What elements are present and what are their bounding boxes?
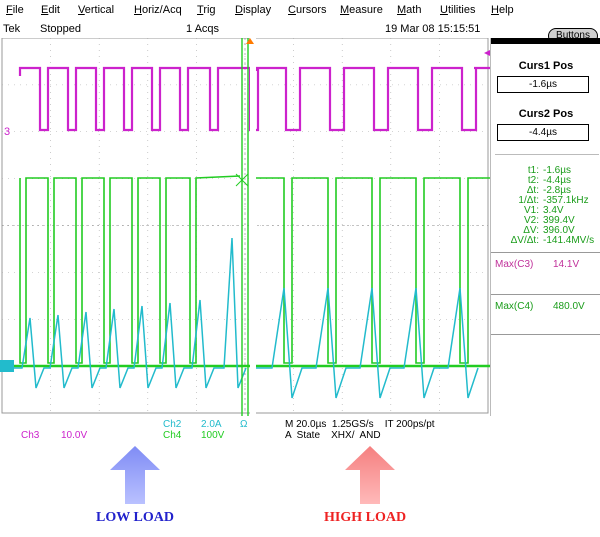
timestamp: 19 Mar 08 15:15:51 [385, 23, 481, 35]
ch4-scale: 100V [201, 430, 225, 441]
ch3-scale: 10.0V [61, 430, 88, 441]
ch2-label: Ch2 [163, 419, 182, 430]
panel-divider [491, 294, 600, 295]
measurement-key: ΔV/Δt: [510, 235, 539, 246]
menu-file[interactable]: File [6, 4, 24, 16]
ch2-impedance-icon: Ω [240, 419, 248, 430]
cursor1-title: Curs1 Pos [518, 60, 574, 72]
panel-divider [491, 334, 600, 335]
measurement-key: ΔV: [523, 225, 539, 236]
cursor2-position-field[interactable]: -4.4µs [497, 124, 589, 141]
measurement-value: -1.6µs [543, 165, 571, 176]
ch3-level-icon [484, 50, 490, 56]
trigger-position-icon [246, 38, 254, 44]
measurement-key: Δt: [526, 185, 539, 196]
measurement-value: -4.4µs [543, 175, 571, 186]
ch4-label: Ch4 [163, 430, 182, 441]
measurement-value: -2.8µs [543, 185, 571, 196]
acquisition-count: 1 Acqs [186, 23, 220, 35]
ch2-ground-marker [0, 360, 14, 372]
ch3-trace [18, 66, 260, 132]
measurement-value: 399.4V [543, 215, 575, 226]
menu-math[interactable]: Math [397, 4, 422, 16]
ch3-marker: 3 [4, 126, 10, 138]
menu-edit[interactable]: Edit [41, 4, 60, 16]
menu-vertical[interactable]: Vertical [78, 4, 115, 16]
ch3-trace-high-load [254, 66, 490, 132]
menu-help[interactable]: Help [491, 4, 514, 16]
menu-measure[interactable]: Measure [340, 4, 383, 16]
run-state: Stopped [40, 23, 81, 35]
trigger-readout: A State XHX/ AND [285, 430, 381, 441]
ch4-trace-high-load [256, 177, 490, 364]
status-bar: Tek Stopped 1 Acqs 19 Mar 08 15:15:51 [0, 20, 600, 38]
cursor2-title: Curs2 Pos [518, 108, 574, 120]
high-load-label: HIGH LOAD [324, 510, 407, 525]
ch2-scale: 2.0A [201, 419, 222, 430]
measurement-key: t1: [527, 165, 539, 176]
measurement-key: 1/Δt: [518, 195, 539, 206]
side-readout-panel: Curs1 Pos -1.6µs Curs2 Pos -4.4µs t1: -1.… [490, 38, 600, 416]
menu-bar: File Edit Vertical Horiz/Acq Trig Displa… [0, 0, 600, 20]
panel-header-bar [491, 38, 600, 44]
menu-display[interactable]: Display [235, 4, 272, 16]
measurement-value: -141.4MV/s [543, 235, 595, 246]
timebase-readout: M 20.0µs 1.25GS/s IT 200ps/pt [285, 419, 435, 430]
high-load-arrow-icon [345, 446, 395, 504]
ch4-trace [19, 175, 241, 364]
measurement-value: 396.0V [543, 225, 575, 236]
measurement-key: V2: [523, 215, 539, 226]
menu-utilities[interactable]: Utilities [440, 4, 476, 16]
readout-value: 480.0V [553, 301, 585, 312]
panel-divider [491, 252, 600, 253]
readout-key: Max(C4) [495, 301, 534, 312]
measurement-value: -357.1kHz [543, 195, 589, 206]
ch3-label: Ch3 [21, 430, 40, 441]
max-c3-readout: Max(C3) 14.1V [491, 258, 600, 272]
ch2-trace [0, 237, 247, 389]
readout-value: 14.1V [553, 259, 580, 270]
zoom-gap [250, 38, 256, 416]
panel-divider [495, 154, 599, 155]
measurement-key: t2: [527, 175, 539, 186]
menu-cursors[interactable]: Cursors [288, 4, 327, 16]
menu-horiz-acq[interactable]: Horiz/Acq [134, 4, 182, 16]
low-load-arrow-icon [110, 446, 160, 504]
cursor-cross-icon [235, 173, 249, 187]
waveform-display[interactable]: 3 [0, 38, 490, 416]
brand-label: Tek [3, 23, 21, 35]
max-c4-readout: Max(C4) 480.0V [491, 300, 600, 314]
low-load-label: LOW LOAD [96, 510, 174, 525]
menu-trig[interactable]: Trig [197, 4, 216, 16]
cursor1-position-field[interactable]: -1.6µs [497, 76, 589, 93]
measurement-value: 3.4V [543, 205, 564, 216]
readout-key: Max(C3) [495, 259, 534, 270]
measurement-key: V1: [523, 205, 539, 216]
cursor-overlay: 3 [0, 38, 490, 416]
waveform-traces [0, 66, 490, 399]
ch2-trace-high-load [256, 287, 479, 399]
